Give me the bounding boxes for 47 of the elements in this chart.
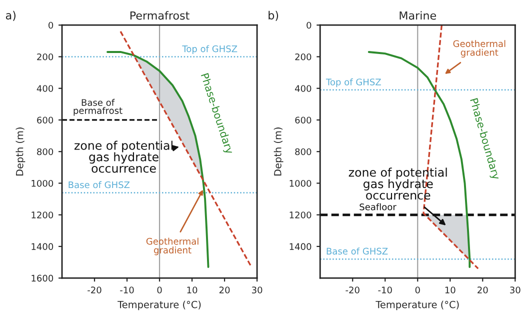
y-axis-title: Depth (m) (16, 128, 26, 176)
annotation: Geothermal gradient (146, 238, 198, 256)
annotation: Geothermal gradient (453, 40, 506, 58)
ref-line-label: Base of GHSZ (68, 181, 130, 188)
y-tick-label: 1000 (32, 180, 54, 187)
y-tick-label: 600 (37, 116, 54, 124)
y-tick-label: 0 (306, 22, 312, 29)
text: a) (6, 10, 16, 21)
y-tick-label: 1600 (32, 274, 54, 282)
y-tick-label: 200 (295, 53, 312, 60)
y-tick-label: 0 (48, 22, 54, 29)
y-tick-label: 1400 (32, 243, 54, 250)
chart-title: Marine (400, 11, 436, 20)
x-axis-title: Temperature (°C) (376, 300, 459, 310)
ref-line-label: Seafloor (360, 203, 396, 210)
x-tick-label: 10 (445, 286, 456, 294)
annotation: zone of potential gas hydrate occurrence (74, 140, 172, 173)
y-tick-label: 1000 (290, 180, 312, 187)
y-tick-label: 200 (37, 53, 54, 60)
y-tick-label: 800 (295, 148, 312, 156)
y-tick-label: 400 (36, 85, 54, 92)
ref-line-label: Top of GHSZ (326, 78, 381, 88)
y-tick-label: 1200 (32, 212, 54, 218)
x-tick-label: 30 (510, 286, 520, 294)
x-tick-label: 10 (187, 286, 198, 294)
annotation: zone of potential gas hydrate occurrence (348, 168, 447, 200)
x-tick-label: -20 (88, 286, 102, 294)
x-axis-title: Temperature (°C) (118, 300, 201, 310)
x-tick-label: -20 (346, 286, 360, 294)
y-tick-label: 1400 (290, 243, 312, 250)
x-tick-label: -10 (378, 286, 392, 294)
y-tick-label: 1200 (290, 212, 312, 218)
x-tick-label: 30 (252, 286, 262, 294)
ref-line-label: Base of GHSZ (326, 248, 388, 255)
x-tick-label: 0 (157, 286, 162, 294)
x-tick-label: 20 (219, 286, 230, 294)
text: b) (268, 10, 278, 21)
x-tick-label: 0 (415, 286, 420, 294)
annotation: Base of permafrost (74, 98, 122, 116)
y-tick-label: 600 (295, 116, 312, 124)
y-axis-title: Depth (m) (274, 128, 284, 176)
ref-line-label: Top of GHSZ (182, 45, 238, 54)
x-tick-label: 20 (478, 286, 488, 294)
y-tick-label: 800 (37, 148, 54, 156)
x-tick-label: -10 (120, 286, 134, 294)
chart-title: Permafrost (130, 11, 190, 20)
y-tick-label: 400 (294, 85, 312, 92)
